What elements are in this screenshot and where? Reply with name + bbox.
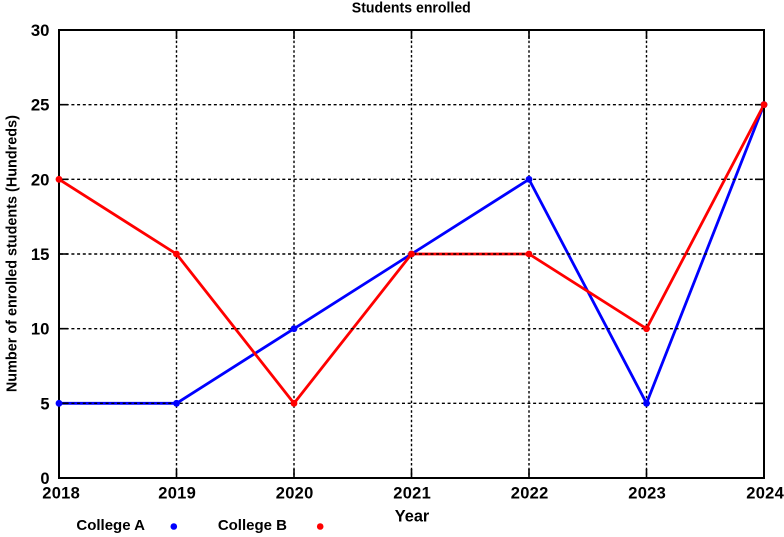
- svg-text:2023: 2023: [628, 485, 666, 503]
- svg-text:Year: Year: [395, 508, 430, 526]
- svg-text:2024: 2024: [746, 485, 784, 503]
- svg-text:5: 5: [40, 395, 49, 413]
- svg-text:Number of enrolled students (H: Number of enrolled students (Hundreds): [4, 115, 21, 392]
- svg-text:20: 20: [31, 171, 50, 189]
- svg-text:30: 30: [31, 22, 50, 40]
- svg-text:College A: College A: [76, 517, 145, 534]
- svg-text:10: 10: [31, 321, 50, 339]
- svg-text:2022: 2022: [511, 485, 549, 503]
- svg-text:2019: 2019: [158, 485, 196, 503]
- svg-text:0: 0: [40, 470, 49, 488]
- svg-text:25: 25: [31, 97, 50, 115]
- svg-text:2018: 2018: [42, 485, 80, 503]
- svg-text:College B: College B: [218, 517, 287, 534]
- svg-text:15: 15: [31, 246, 50, 264]
- svg-text:2020: 2020: [276, 485, 314, 503]
- svg-text:Students enrolled: Students enrolled: [352, 0, 471, 17]
- svg-text:2021: 2021: [393, 485, 431, 503]
